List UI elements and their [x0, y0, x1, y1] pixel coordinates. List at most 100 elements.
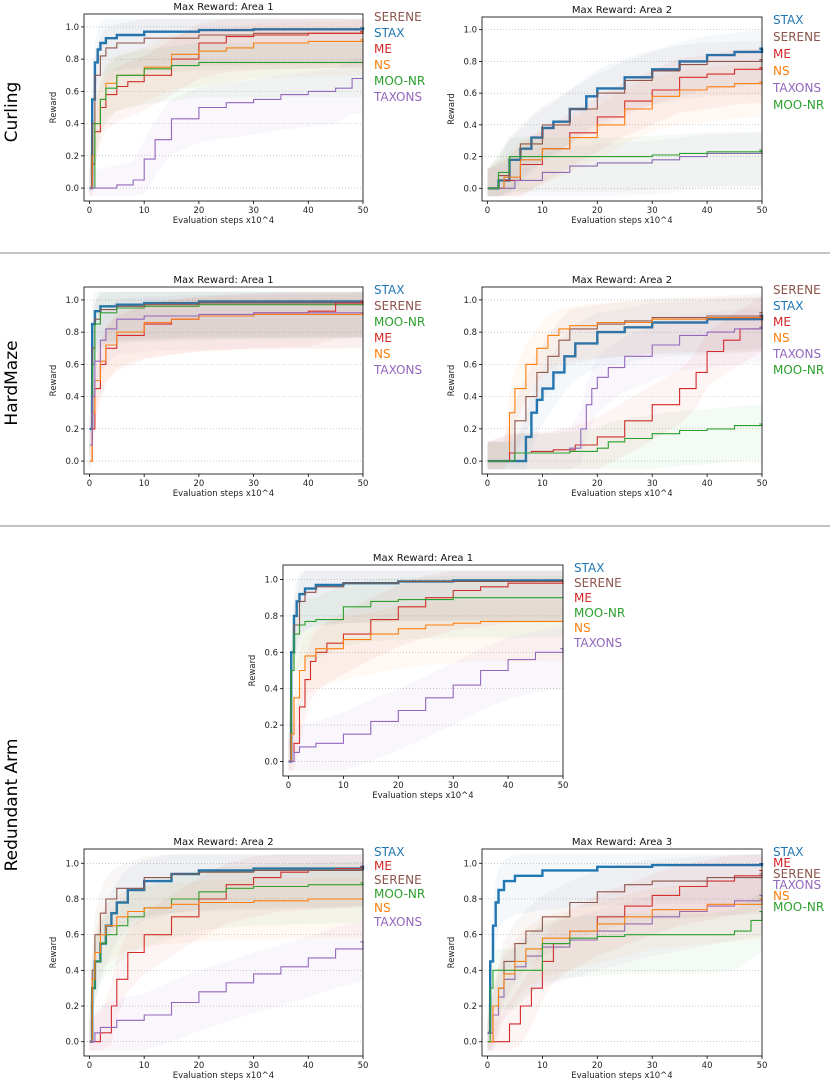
- legend-entry-taxons: TAXONS: [772, 878, 821, 892]
- y-tick-label: 0.0: [65, 457, 79, 467]
- legend-entry-taxons: TAXONS: [772, 81, 821, 95]
- x-tick-label: 30: [647, 1061, 658, 1071]
- chart-panel: Max Reward: Area 2 0 10 20 30 40 50 0.0 0.2 0.4 0.…: [447, 275, 824, 499]
- chart-panels: Max Reward: Area 1 0 10 20 30 40 50 0.0 0.2 0.4 0.…: [49, 2, 824, 1081]
- x-tick-label: 20: [193, 206, 204, 216]
- y-tick-label: 1.0: [65, 859, 79, 869]
- y-tick-label: 0.2: [463, 1002, 477, 1012]
- y-tick-label: 0.2: [65, 425, 79, 435]
- series-band: [487, 854, 762, 1051]
- series-band: [487, 40, 762, 197]
- chart-title: Max Reward: Area 2: [572, 5, 672, 16]
- x-tick-label: 20: [193, 479, 204, 489]
- x-tick-label: 30: [248, 479, 259, 489]
- x-tick-label: 20: [592, 1061, 603, 1071]
- y-tick-label: 0.6: [463, 931, 477, 941]
- series-band: [89, 59, 363, 197]
- series-line-moo-nr: [89, 61, 363, 189]
- y-tick-label: 1.0: [264, 576, 278, 586]
- x-tick-label: 30: [647, 479, 658, 489]
- y-tick-label: 0.4: [463, 393, 477, 403]
- legend-entry-me: ME: [773, 856, 791, 870]
- y-tick-label: 0.8: [65, 55, 79, 65]
- series-band: [89, 293, 363, 470]
- legend-entry-me: ME: [374, 859, 392, 873]
- y-tick-label: 0.2: [65, 152, 79, 162]
- row-label-curling: Curling: [2, 82, 22, 143]
- legend-entry-serene: SERENE: [773, 30, 821, 44]
- series-band: [487, 308, 762, 470]
- series-band: [487, 132, 762, 197]
- legend-entry-stax: STAX: [374, 845, 404, 859]
- y-tick-label: 0.8: [264, 612, 278, 622]
- y-tick-label: 0.6: [65, 360, 79, 370]
- x-tick-label: 40: [303, 1061, 314, 1071]
- series-line-moo-nr: [288, 597, 563, 762]
- y-tick-label: 0.2: [65, 1002, 79, 1012]
- y-tick-label: 0.6: [65, 87, 79, 97]
- series-line-me: [288, 580, 564, 762]
- x-tick-label: 50: [757, 1061, 768, 1071]
- series-line-ns: [487, 315, 763, 462]
- series-line-taxons: [487, 326, 763, 462]
- x-axis-label: Evaluation steps x10^4: [372, 791, 473, 801]
- y-tick-label: 0.4: [463, 121, 477, 131]
- series-band: [89, 291, 363, 470]
- x-tick-label: 40: [303, 479, 314, 489]
- legend-entry-taxons: TAXONS: [772, 347, 821, 361]
- x-tick-label: 40: [303, 206, 314, 216]
- x-tick-label: 50: [358, 479, 369, 489]
- x-tick-label: 30: [248, 206, 259, 216]
- x-tick-label: 0: [87, 479, 92, 489]
- x-tick-label: 40: [503, 781, 514, 791]
- chart-panel: Max Reward: Area 1 0 10 20 30 40 50 0.0 0.2 0.4 0.…: [248, 553, 625, 801]
- series-line-moo-nr: [89, 302, 364, 446]
- series-line-taxons: [487, 894, 763, 1034]
- y-axis-label: Reward: [49, 937, 59, 969]
- series-line-taxons: [89, 941, 364, 1043]
- chart-title: Max Reward: Area 2: [173, 837, 273, 848]
- series-band: [89, 877, 363, 1051]
- series-band: [89, 18, 363, 197]
- y-tick-label: 0.8: [65, 328, 79, 338]
- x-tick-label: 40: [702, 206, 713, 216]
- legend-entry-ns: NS: [574, 621, 591, 635]
- legend-entry-me: ME: [574, 591, 592, 605]
- legend-entry-moo-nr: MOO-NR: [374, 315, 425, 329]
- plot-frame: [83, 13, 364, 202]
- series-line-serene: [89, 31, 364, 189]
- x-tick-label: 30: [647, 206, 658, 216]
- legend-entry-serene: SERENE: [773, 283, 821, 297]
- series-band: [487, 131, 762, 197]
- series-line-taxons: [89, 312, 363, 446]
- series-band: [89, 43, 363, 197]
- series-line-taxons: [89, 77, 363, 189]
- chart-panel: Max Reward: Area 2 0 10 20 30 40 50 0.0 0.2 0.4 0.…: [49, 837, 425, 1081]
- x-tick-label: 20: [393, 781, 404, 791]
- x-tick-label: 10: [139, 206, 150, 216]
- x-tick-label: 30: [248, 1061, 259, 1071]
- series-band: [487, 63, 762, 197]
- legend-entry-serene: SERENE: [574, 576, 622, 590]
- legend-entry-me: ME: [374, 42, 392, 56]
- series-line-ns: [89, 898, 363, 1043]
- series-band: [288, 570, 563, 771]
- legend-entry-taxons: TAXONS: [373, 915, 422, 929]
- y-tick-label: 0.4: [65, 393, 79, 403]
- y-tick-label: 0.4: [65, 120, 79, 130]
- series-band: [89, 291, 363, 470]
- y-tick-label: 0.0: [65, 184, 79, 194]
- legend-entry-me: ME: [773, 47, 791, 61]
- legend-entry-serene: SERENE: [374, 10, 422, 24]
- legend-entry-taxons: TAXONS: [573, 636, 622, 650]
- series-band: [89, 18, 363, 197]
- series-band: [487, 854, 762, 1051]
- y-tick-label: 1.0: [463, 296, 477, 306]
- x-tick-label: 50: [358, 1061, 369, 1071]
- y-tick-label: 0.0: [463, 1038, 477, 1048]
- x-tick-label: 0: [87, 206, 92, 216]
- y-tick-label: 1.0: [463, 859, 477, 869]
- series-band: [89, 861, 363, 1051]
- x-tick-label: 50: [757, 206, 768, 216]
